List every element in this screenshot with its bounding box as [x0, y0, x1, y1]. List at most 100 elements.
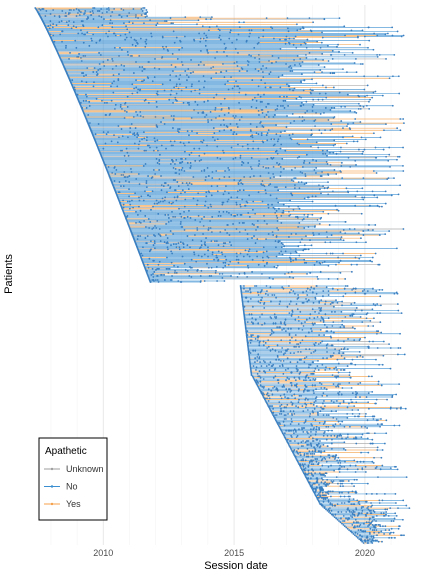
session-point	[215, 117, 217, 119]
session-point	[224, 255, 227, 258]
session-point	[186, 215, 189, 218]
patient-row	[99, 151, 335, 154]
session-point	[142, 164, 145, 167]
session-point	[158, 153, 161, 156]
session-point	[114, 173, 117, 175]
session-point	[253, 235, 255, 238]
session-point	[152, 227, 155, 229]
session-point	[178, 246, 181, 249]
patient-row	[41, 20, 168, 23]
session-point	[209, 110, 212, 113]
session-point	[88, 44, 91, 47]
session-point	[293, 120, 296, 122]
session-point	[203, 64, 205, 66]
patient-row	[82, 110, 356, 113]
session-point	[305, 235, 307, 238]
session-point	[203, 215, 206, 218]
session-point	[329, 241, 332, 244]
session-point	[210, 205, 213, 208]
patient-row	[120, 206, 275, 209]
session-point	[209, 203, 212, 206]
patient-row	[45, 27, 305, 30]
session-point	[291, 70, 294, 73]
session-point	[224, 264, 227, 267]
session-point	[276, 104, 279, 107]
session-point	[244, 204, 247, 207]
session-point	[350, 270, 353, 273]
session-point	[266, 132, 269, 135]
session-point	[360, 237, 362, 240]
session-point	[311, 213, 314, 216]
session-point	[324, 303, 327, 305]
session-point	[146, 15, 148, 18]
session-point	[176, 181, 179, 184]
session-point	[368, 107, 371, 110]
session-point	[182, 142, 185, 145]
session-point	[223, 42, 226, 45]
session-point	[126, 28, 129, 31]
patient-row	[92, 136, 382, 139]
session-point	[206, 99, 209, 102]
session-point	[190, 183, 193, 186]
patient-row	[143, 265, 276, 268]
session-point	[340, 310, 343, 313]
session-point	[238, 21, 241, 24]
patient-row	[110, 181, 329, 184]
session-point	[259, 291, 262, 294]
session-point	[356, 190, 359, 193]
session-point	[293, 292, 296, 295]
session-point	[326, 154, 328, 157]
session-point	[133, 134, 136, 137]
session-point	[247, 147, 249, 150]
session-point	[159, 200, 162, 203]
session-point	[200, 49, 202, 52]
session-point	[262, 29, 265, 32]
session-point	[127, 154, 130, 157]
patient-row	[132, 237, 362, 240]
session-point	[166, 237, 169, 240]
session-point	[187, 188, 190, 191]
session-point	[180, 61, 183, 63]
session-point	[398, 155, 401, 158]
session-point	[156, 219, 159, 222]
session-point	[322, 210, 325, 213]
session-point	[222, 242, 225, 245]
session-point	[384, 202, 387, 205]
patient-row	[67, 76, 280, 79]
session-point	[174, 66, 177, 68]
session-point	[395, 291, 398, 294]
session-point	[137, 17, 139, 20]
session-point	[239, 252, 242, 255]
session-point	[325, 96, 328, 99]
session-point	[287, 327, 290, 330]
session-point	[276, 107, 278, 110]
session-point	[290, 169, 293, 171]
patient-row	[89, 128, 352, 131]
session-point	[77, 32, 80, 35]
session-point	[172, 22, 174, 25]
session-point	[138, 221, 141, 223]
session-point	[325, 286, 328, 289]
session-point	[302, 325, 305, 327]
session-point	[158, 228, 161, 230]
session-point	[220, 251, 223, 254]
session-point	[149, 221, 152, 223]
session-point	[84, 54, 87, 57]
session-point	[335, 263, 337, 266]
session-point	[194, 218, 197, 221]
session-point	[206, 144, 208, 147]
session-point	[330, 53, 333, 56]
session-point	[402, 118, 405, 120]
session-point	[92, 71, 95, 74]
session-point	[193, 147, 196, 150]
session-point	[254, 212, 257, 215]
session-point	[245, 290, 247, 293]
session-point	[140, 195, 143, 198]
session-point	[297, 294, 299, 296]
session-point	[258, 162, 261, 165]
session-point	[211, 251, 214, 254]
session-point	[141, 66, 144, 68]
session-point	[105, 114, 108, 116]
session-point	[320, 299, 323, 302]
session-point	[166, 191, 168, 194]
